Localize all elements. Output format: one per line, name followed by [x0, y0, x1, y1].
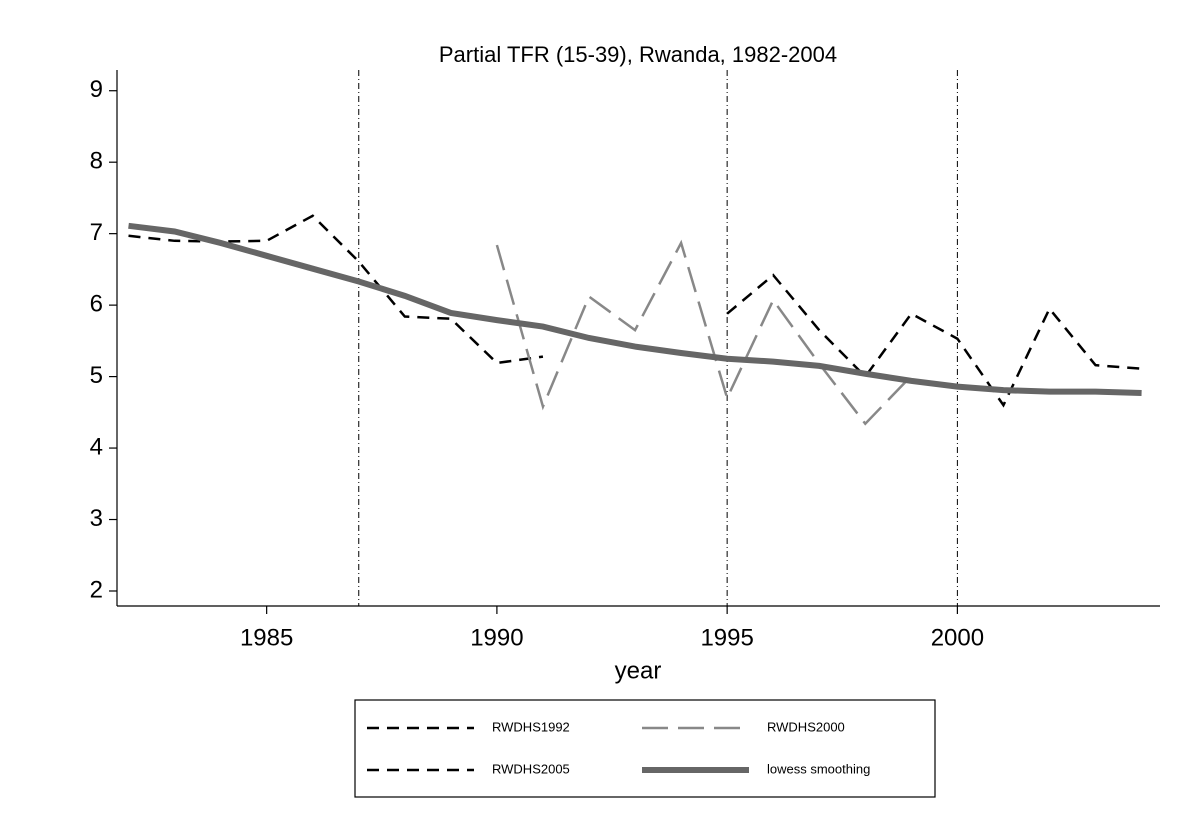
line-series	[128, 222, 1142, 397]
y-tick-label: 2	[90, 576, 103, 603]
legend-label: lowess smoothing	[767, 761, 870, 776]
y-tick-label: 7	[90, 219, 103, 246]
line-series	[726, 273, 1142, 408]
y-tick-label: 4	[90, 433, 103, 460]
legend	[354, 699, 936, 798]
line-series	[128, 214, 544, 365]
y-tick-label: 3	[90, 505, 103, 532]
line-series	[495, 239, 913, 426]
y-tick-label: 6	[90, 290, 103, 317]
x-axis-label: year	[615, 657, 662, 684]
x-tick-label: 1990	[470, 624, 523, 651]
x-tick-label: 2000	[931, 624, 984, 651]
legend-label: RWDHS2000	[767, 719, 845, 734]
legend-label: RWDHS1992	[492, 719, 570, 734]
x-tick-label: 1985	[240, 624, 293, 651]
y-tick-label: 5	[90, 362, 103, 389]
legend-label: RWDHS2005	[492, 761, 570, 776]
x-tick-label: 1995	[700, 624, 753, 651]
y-tick-label: 9	[90, 76, 103, 103]
y-tick-label: 8	[90, 148, 103, 175]
chart-title: Partial TFR (15-39), Rwanda, 1982-2004	[439, 42, 837, 67]
